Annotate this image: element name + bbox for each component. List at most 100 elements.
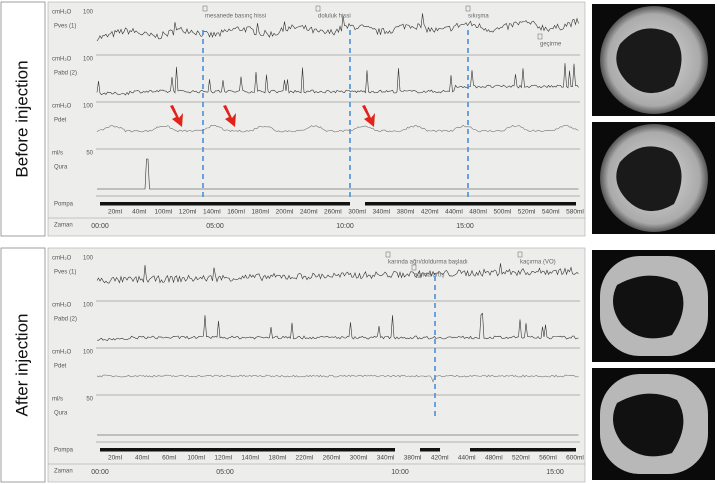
pump-label: 480ml [469, 209, 487, 216]
pump-label: 580ml [566, 209, 584, 216]
channel-top: 100 [83, 350, 94, 356]
pump-label: 520ml [518, 209, 536, 216]
trace [97, 158, 579, 190]
pump-label: 140ml [241, 455, 259, 462]
channel-unit: cmH₂O [52, 350, 72, 356]
arrow [170, 105, 183, 127]
pump-label: 520ml [512, 455, 530, 462]
annotation: ağrıda artış [414, 273, 444, 279]
pump-label: 560ml [539, 455, 557, 462]
pump-label: 220ml [296, 455, 314, 462]
event-marker [385, 251, 391, 258]
annotation: kaçırma (VO) [520, 260, 556, 266]
trace [96, 63, 579, 96]
channel-name: Pves (1) [54, 270, 76, 276]
channel-unit: ml/s [52, 397, 63, 403]
pump-label: 20ml [108, 455, 123, 462]
channel-name: Pabd (2) [54, 71, 77, 77]
annotation: geçirme [540, 42, 562, 48]
pump-bar [420, 448, 440, 452]
trace [96, 124, 579, 133]
event-marker [411, 264, 417, 271]
pump-label: 120ml [179, 209, 197, 216]
annotation: karında ağrı/doldurma başladı [388, 260, 468, 266]
pump-bar [100, 448, 395, 452]
annotation: mesanede basınç hissi [205, 14, 266, 20]
pump-label: 380ml [397, 209, 415, 216]
channel-unit: cmH₂O [52, 303, 72, 309]
channel-unit: ml/s [52, 151, 63, 157]
channel-top: 100 [83, 104, 94, 110]
pump-label: 100ml [187, 455, 205, 462]
time-label: 00:00 [91, 223, 109, 230]
event-marker [537, 33, 543, 40]
pump-label: 300ml [350, 455, 368, 462]
arrow [362, 105, 375, 127]
pump-label: 240ml [300, 209, 318, 216]
time-label: 05:00 [206, 223, 224, 230]
pump-label: 500ml [494, 209, 512, 216]
pump-title: Pompa [54, 448, 74, 454]
annotation: doluluk hissi [318, 14, 351, 20]
event-marker [202, 5, 208, 12]
pump-label: 260ml [324, 209, 342, 216]
channel-top: 100 [83, 57, 94, 63]
pump-label: 440ml [458, 455, 476, 462]
channel-unit: cmH₂O [52, 256, 72, 262]
panel-label: Before injection [12, 60, 31, 177]
event-marker [315, 5, 321, 12]
pump-label: 440ml [445, 209, 463, 216]
chart-paper [47, 247, 586, 483]
pump-label: 380ml [404, 455, 422, 462]
pump-label: 340ml [377, 455, 395, 462]
annotation: sıkışma [468, 14, 489, 20]
pump-label: 600ml [566, 455, 584, 462]
pump-label: 100ml [155, 209, 173, 216]
channel-name: Qura [54, 411, 68, 417]
trace [96, 13, 579, 42]
pump-label: 480ml [485, 455, 503, 462]
panel-label: After injection [12, 314, 31, 417]
time-title: Zaman [54, 469, 73, 475]
pump-label: 540ml [542, 209, 560, 216]
event-marker [517, 251, 523, 258]
image-blob [616, 28, 682, 94]
label-box [0, 247, 46, 483]
channel-top: 50 [86, 151, 93, 157]
channel-name: Pdet [54, 118, 67, 124]
channel-top: 50 [86, 397, 93, 403]
image-blob [613, 393, 684, 457]
pump-label: 60ml [162, 455, 177, 462]
trace [96, 263, 579, 284]
pump-label: 420ml [431, 455, 449, 462]
pump-bar [100, 202, 350, 206]
channel-top: 100 [83, 303, 94, 309]
channel-name: Qura [54, 165, 68, 171]
chart-paper [47, 1, 586, 237]
channel-name: Pdet [54, 364, 67, 370]
pump-title: Pompa [54, 202, 74, 208]
time-label: 00:00 [91, 469, 109, 476]
time-label: 10:00 [391, 469, 409, 476]
channel-name: Pves (1) [54, 24, 76, 30]
pump-label: 140ml [203, 209, 221, 216]
pump-label: 260ml [323, 455, 341, 462]
pump-label: 180ml [251, 209, 269, 216]
image-blob [613, 275, 684, 339]
time-title: Zaman [54, 223, 73, 229]
label-box [0, 1, 46, 237]
time-label: 15:00 [456, 223, 474, 230]
time-label: 10:00 [336, 223, 354, 230]
event-marker [465, 5, 471, 12]
channel-unit: cmH₂O [52, 57, 72, 63]
pump-label: 200ml [276, 209, 294, 216]
trace [96, 374, 579, 383]
arrow [223, 105, 236, 127]
channel-unit: cmH₂O [52, 104, 72, 110]
channel-top: 100 [83, 10, 94, 16]
pump-label: 20ml [108, 209, 123, 216]
pump-label: 340ml [372, 209, 390, 216]
image-blob [616, 146, 682, 212]
channel-name: Pabd (2) [54, 317, 77, 323]
